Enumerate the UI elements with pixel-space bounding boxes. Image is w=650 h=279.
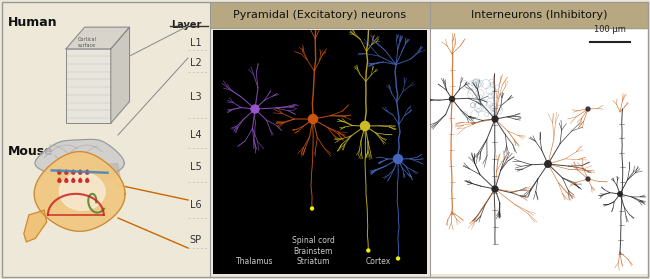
Polygon shape xyxy=(251,105,259,113)
Polygon shape xyxy=(65,180,68,182)
Polygon shape xyxy=(35,140,124,187)
Text: L2: L2 xyxy=(190,58,202,68)
Text: L6: L6 xyxy=(190,200,202,210)
Polygon shape xyxy=(64,189,77,202)
Polygon shape xyxy=(79,180,82,182)
Polygon shape xyxy=(111,27,129,123)
Bar xyxy=(430,2,648,28)
Polygon shape xyxy=(66,27,129,49)
Polygon shape xyxy=(367,249,370,252)
Polygon shape xyxy=(58,180,61,182)
Polygon shape xyxy=(309,114,317,124)
Polygon shape xyxy=(86,171,89,174)
Polygon shape xyxy=(58,170,60,172)
Text: L4: L4 xyxy=(190,130,202,140)
Polygon shape xyxy=(65,170,68,172)
Text: Spinal cord
Brainstem
Striatum: Spinal cord Brainstem Striatum xyxy=(292,236,335,266)
Polygon shape xyxy=(72,178,75,180)
Polygon shape xyxy=(59,173,105,210)
Polygon shape xyxy=(79,171,82,174)
Polygon shape xyxy=(86,170,88,172)
FancyBboxPatch shape xyxy=(66,49,110,123)
Text: Cortical
surface: Cortical surface xyxy=(77,37,96,48)
Polygon shape xyxy=(86,178,88,180)
Polygon shape xyxy=(311,207,313,210)
Polygon shape xyxy=(72,170,75,172)
Text: 100 μm: 100 μm xyxy=(594,25,626,34)
Text: Layer: Layer xyxy=(172,20,202,30)
Text: Mouse: Mouse xyxy=(8,145,53,158)
Polygon shape xyxy=(79,170,81,172)
Text: SP: SP xyxy=(190,235,202,245)
Polygon shape xyxy=(396,257,400,260)
Polygon shape xyxy=(545,161,551,167)
Bar xyxy=(430,30,648,274)
Polygon shape xyxy=(86,180,89,182)
Polygon shape xyxy=(586,177,590,181)
Bar xyxy=(213,30,427,274)
Polygon shape xyxy=(72,171,75,174)
Polygon shape xyxy=(34,151,125,231)
Polygon shape xyxy=(24,210,47,242)
Polygon shape xyxy=(72,180,75,182)
Text: L3: L3 xyxy=(190,92,202,102)
Text: L5: L5 xyxy=(190,162,202,172)
Bar xyxy=(210,2,430,28)
Polygon shape xyxy=(361,122,369,131)
Text: L1: L1 xyxy=(190,38,202,48)
Text: Human: Human xyxy=(8,16,58,29)
Polygon shape xyxy=(450,97,454,102)
Polygon shape xyxy=(79,178,81,180)
Text: Interneurons (Inhibitory): Interneurons (Inhibitory) xyxy=(471,10,607,20)
Polygon shape xyxy=(65,178,68,180)
Text: Thalamus: Thalamus xyxy=(236,257,274,266)
Polygon shape xyxy=(96,163,120,180)
Polygon shape xyxy=(618,192,622,196)
Text: Pyramidal (Excitatory) neurons: Pyramidal (Excitatory) neurons xyxy=(233,10,406,20)
Polygon shape xyxy=(393,155,402,163)
Polygon shape xyxy=(58,178,60,180)
Text: Cortex: Cortex xyxy=(365,257,391,266)
Polygon shape xyxy=(492,186,498,192)
Polygon shape xyxy=(586,107,590,111)
Polygon shape xyxy=(65,171,68,174)
Polygon shape xyxy=(492,116,498,122)
Polygon shape xyxy=(58,171,61,174)
